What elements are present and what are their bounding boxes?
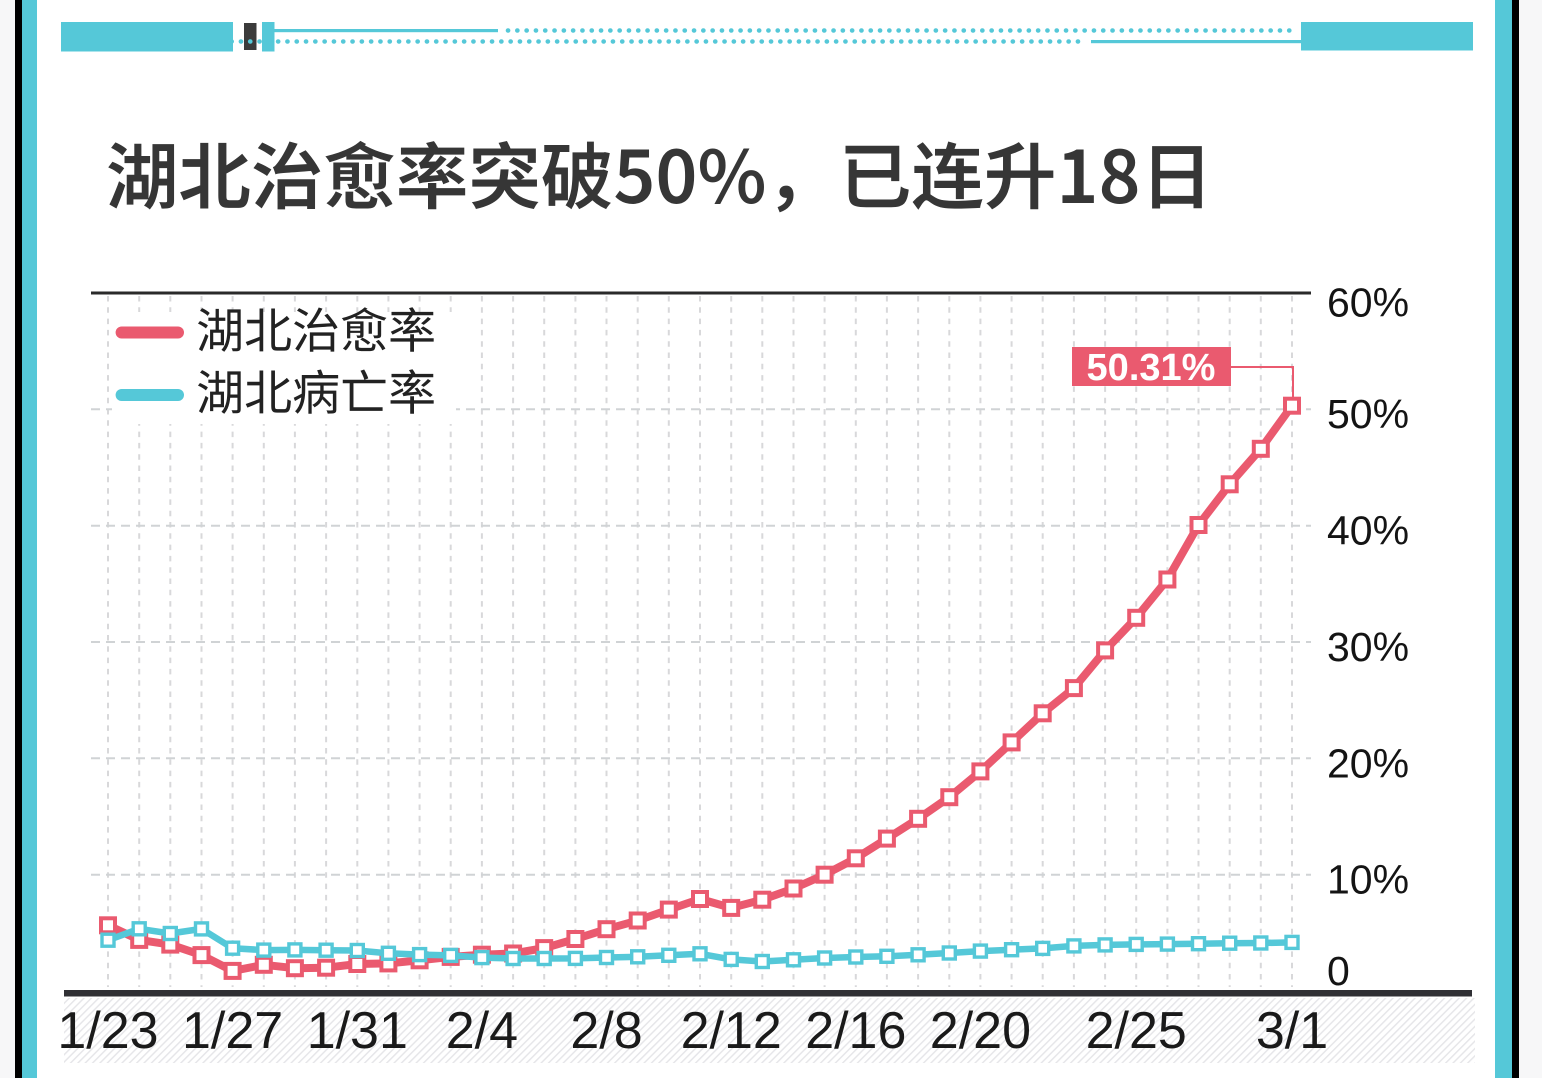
svg-text:1/27: 1/27: [182, 1002, 283, 1060]
svg-text:10%: 10%: [1327, 857, 1409, 903]
svg-text:2/25: 2/25: [1086, 1002, 1187, 1060]
svg-text:2/16: 2/16: [805, 1002, 906, 1060]
svg-text:2/12: 2/12: [681, 1002, 782, 1060]
svg-text:60%: 60%: [1327, 280, 1409, 326]
svg-text:2/4: 2/4: [446, 1002, 518, 1060]
svg-text:30%: 30%: [1327, 624, 1409, 670]
svg-text:1/31: 1/31: [307, 1002, 408, 1060]
svg-text:0: 0: [1327, 948, 1350, 994]
svg-text:20%: 20%: [1327, 740, 1409, 786]
svg-text:2/20: 2/20: [930, 1002, 1031, 1060]
svg-text:1/23: 1/23: [57, 1002, 158, 1060]
svg-text:50.31%: 50.31%: [1087, 347, 1216, 389]
svg-text:40%: 40%: [1327, 508, 1409, 554]
svg-text:2/8: 2/8: [570, 1002, 642, 1060]
svg-text:50%: 50%: [1327, 391, 1409, 437]
svg-text:3/1: 3/1: [1256, 1002, 1328, 1060]
